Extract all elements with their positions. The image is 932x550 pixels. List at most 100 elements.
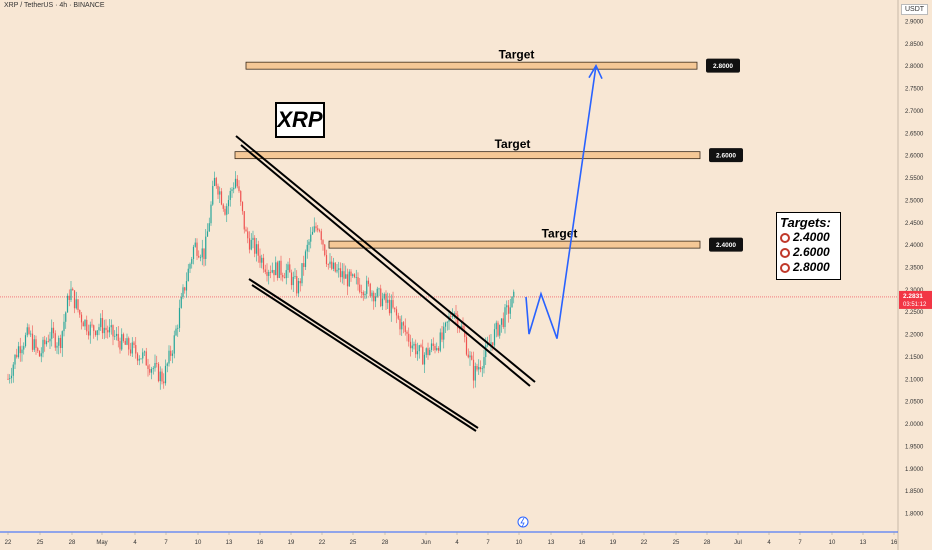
candle-body: [504, 307, 506, 327]
candle-body: [59, 337, 62, 348]
candle-body: [499, 324, 501, 336]
candle-body: [171, 353, 174, 356]
time-tick-label: 16: [257, 540, 264, 546]
candle-body: [439, 332, 441, 351]
candle-body: [208, 223, 210, 232]
candle-body: [182, 287, 184, 297]
candle-body: [54, 333, 56, 348]
time-tick-label: 4: [767, 540, 771, 546]
candle-body: [108, 327, 111, 333]
candle-body: [201, 248, 203, 258]
candle-body: [446, 321, 448, 323]
candle-body: [420, 345, 422, 347]
candle-body: [320, 231, 322, 241]
candle-body: [413, 343, 415, 346]
candle-body: [103, 327, 105, 334]
candle-body: [107, 330, 109, 333]
candle-body: [474, 365, 476, 381]
candle-body: [334, 262, 336, 272]
candle-body: [196, 242, 198, 256]
candle-body: [110, 325, 112, 328]
candle-body: [23, 346, 25, 350]
candle-body: [254, 237, 256, 254]
candle-body: [40, 353, 42, 357]
candle-body: [245, 229, 247, 232]
candle-body: [374, 296, 377, 302]
candle-body: [63, 321, 65, 332]
time-tick-label: 13: [548, 540, 555, 546]
candle-body: [147, 365, 149, 370]
candle-body: [430, 343, 433, 350]
candle-body: [275, 262, 277, 276]
candle-body: [427, 348, 429, 356]
candle-body: [490, 342, 492, 346]
candle-body: [191, 259, 193, 264]
candle-body: [310, 234, 312, 242]
price-tick-label: 2.7500: [905, 87, 924, 93]
candle-body: [30, 333, 32, 335]
candle-body: [271, 270, 273, 273]
candle-body: [290, 272, 293, 286]
candle-body: [325, 255, 328, 265]
candle-body: [87, 331, 90, 336]
candle-body: [215, 177, 217, 186]
candle-body: [236, 178, 238, 187]
candle-body: [49, 338, 51, 342]
candle-body: [16, 354, 18, 358]
candle-body: [469, 355, 471, 358]
candle-body: [226, 206, 228, 215]
candle-body: [94, 330, 97, 336]
price-tick-label: 2.7000: [905, 109, 924, 115]
time-tick-label: 13: [860, 540, 867, 546]
candle-body: [278, 260, 280, 278]
candle-body: [198, 255, 200, 258]
candle-body: [229, 190, 231, 201]
candle-body: [101, 318, 104, 334]
time-axis[interactable]: 22 25 28 May 4 7 10 13 16 19 22 25 28 Jun 4 7 10 13 16 19 22…: [0, 516, 898, 546]
candle-body: [131, 342, 133, 354]
price-tick-label: 2.2500: [905, 310, 924, 316]
candle-body: [306, 244, 308, 252]
candle-body: [408, 333, 410, 342]
candle-body: [345, 274, 347, 279]
candle-body: [159, 371, 161, 382]
candle-body: [324, 244, 326, 256]
candle-body: [364, 293, 366, 296]
candle-body: [395, 309, 398, 316]
candle-body: [114, 335, 116, 337]
candle-body: [206, 231, 209, 237]
time-tick-label: 25: [673, 540, 680, 546]
currency-label[interactable]: USDT: [901, 4, 929, 15]
candle-body: [308, 241, 310, 245]
price-axis[interactable]: 1.8000 1.8500 1.9000 1.9500 2.0000 2.0500 2.10…: [897, 0, 932, 550]
time-tick-label: Jun: [421, 540, 431, 546]
candle-body: [122, 334, 125, 341]
target-price-value: 2.8000: [713, 63, 733, 70]
candle-body: [283, 277, 286, 279]
candle-body: [472, 359, 475, 381]
candle-body: [285, 270, 287, 279]
candle-body: [222, 204, 224, 209]
candle-body: [250, 239, 252, 250]
candle-body: [262, 257, 265, 270]
candle-body: [75, 299, 77, 309]
channel-lower-line-outer: [248, 278, 479, 429]
target-zone-label: Target: [499, 48, 535, 62]
target-zone-label: Target: [495, 137, 531, 151]
candle-body: [399, 318, 401, 330]
candle-body: [194, 242, 196, 247]
candle-body: [93, 325, 95, 331]
candle-body: [61, 331, 63, 348]
candle-body: [338, 268, 340, 270]
candle-body: [476, 365, 478, 370]
candle-body: [507, 305, 510, 314]
candle-body: [205, 236, 207, 259]
candle-body: [70, 288, 72, 300]
candle-body: [411, 345, 413, 349]
time-tick-label: 10: [195, 540, 202, 546]
price-tick-label: 2.4000: [905, 243, 924, 249]
candle-body: [297, 281, 300, 294]
chart-title: XRP / TetherUS · 4h · BINANCE: [4, 2, 105, 9]
price-tick-label: 2.3000: [905, 288, 924, 294]
time-tick-label: 4: [133, 540, 137, 546]
